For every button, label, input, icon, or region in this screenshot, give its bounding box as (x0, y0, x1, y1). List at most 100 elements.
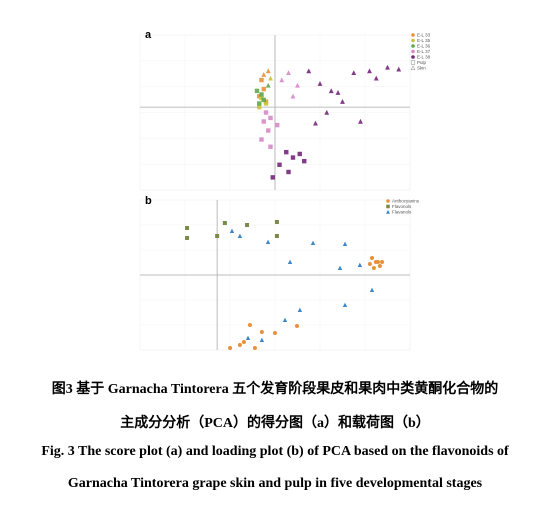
point (245, 223, 250, 227)
point (266, 128, 271, 133)
legend-label: Pulp (417, 60, 427, 65)
point (265, 68, 271, 74)
point (274, 220, 279, 224)
legend-marker (386, 209, 390, 214)
point (369, 287, 375, 292)
point (252, 346, 257, 350)
legend-label: E-L 33 (417, 33, 431, 38)
caption-en-2: Garnacha Tintorera grape skin and pulp i… (67, 476, 483, 491)
point (277, 162, 282, 167)
legend-label: E-L 36 (417, 44, 431, 49)
point (340, 99, 345, 104)
point (268, 144, 273, 149)
point (290, 155, 296, 160)
legend-label: Anthocyanins (392, 199, 420, 204)
legend-marker (386, 204, 390, 209)
point (367, 68, 372, 74)
point (259, 92, 264, 97)
point (261, 72, 267, 77)
point (259, 330, 264, 334)
point (375, 260, 380, 264)
point (268, 75, 273, 81)
point (294, 324, 299, 328)
point (265, 82, 271, 88)
point (279, 77, 285, 83)
point (371, 266, 376, 270)
point (335, 90, 341, 95)
point (215, 234, 220, 238)
point (228, 346, 233, 350)
point (261, 97, 266, 103)
point (274, 234, 279, 238)
point (241, 340, 246, 344)
point (185, 236, 190, 240)
point (324, 109, 330, 115)
point (342, 241, 348, 246)
point (290, 93, 296, 99)
point (257, 94, 262, 99)
point (286, 169, 291, 175)
point (270, 175, 275, 180)
point (310, 240, 316, 245)
point (257, 104, 262, 110)
point (245, 335, 251, 340)
point (385, 64, 390, 70)
legend-marker (410, 65, 416, 71)
point (370, 256, 375, 260)
point (373, 75, 379, 81)
point (257, 101, 262, 106)
legend-label: E-L 37 (417, 49, 431, 54)
point (247, 323, 252, 327)
caption-en-1: Fig. 3 The score plot (a) and loading pl… (41, 444, 509, 459)
point (273, 331, 277, 335)
legend-marker (411, 33, 415, 37)
panel-label: a (145, 29, 152, 41)
caption-zh-1: 图3 基于 Garnacha Tintorera 五个发育阶段果皮和果肉中类黄酮… (51, 382, 499, 397)
legend-label: E-L 35 (417, 38, 431, 43)
point (268, 115, 273, 121)
point (297, 151, 302, 157)
legend-marker (411, 49, 415, 54)
point (367, 262, 372, 266)
point (284, 149, 289, 155)
legend-marker (386, 199, 390, 203)
point (358, 118, 363, 124)
point (254, 88, 260, 94)
caption-zh-2: 主成分分析（PCA）的得分图（a）和载荷图（b） (120, 416, 430, 431)
point (261, 119, 266, 124)
point (263, 101, 269, 106)
point (237, 343, 242, 347)
point (275, 122, 280, 128)
point (259, 77, 264, 83)
panel-label: b (145, 195, 152, 207)
point (259, 137, 264, 142)
legend-marker (411, 55, 415, 59)
point (259, 337, 265, 342)
point (297, 307, 303, 312)
legend-marker (411, 44, 415, 48)
point (302, 158, 307, 164)
legend-marker (410, 60, 416, 65)
point (185, 226, 190, 230)
legend-label: E-L 38 (417, 55, 431, 60)
point (317, 81, 323, 86)
point (351, 70, 357, 76)
point (287, 259, 293, 264)
point (337, 265, 343, 270)
point (259, 95, 264, 101)
point (263, 110, 269, 115)
point (295, 82, 300, 88)
point (282, 317, 288, 322)
legend-label: Skin (417, 66, 426, 71)
point (377, 264, 382, 268)
point (229, 228, 235, 233)
point (237, 233, 243, 238)
point (357, 262, 363, 267)
point (380, 260, 385, 264)
point (222, 221, 227, 225)
point (342, 302, 348, 307)
point (396, 66, 402, 72)
point (328, 88, 334, 94)
